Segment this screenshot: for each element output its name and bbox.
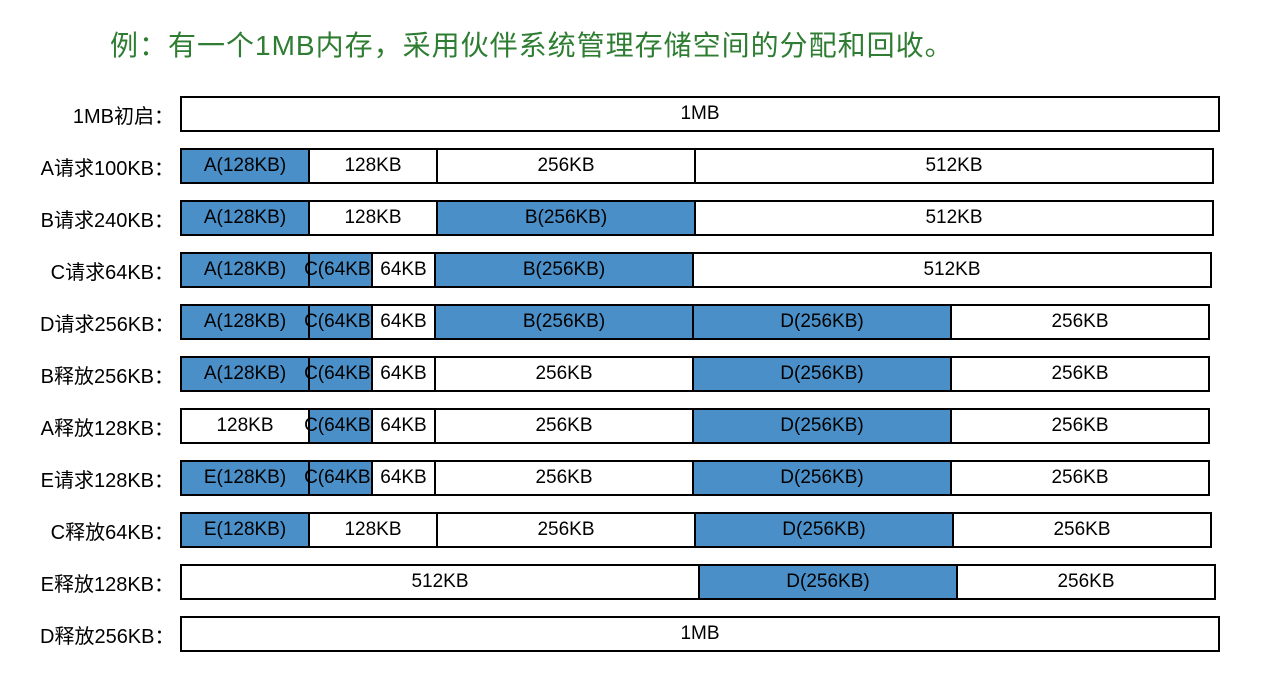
free-block: 256KB [952,512,1212,548]
allocated-block: C(64KB) [308,408,373,444]
memory-bar: A(128KB)C(64KB)64KBB(256KB)512KB [180,252,1220,288]
free-block: 64KB [371,356,436,392]
memory-state-row: E释放128KB：512KBD(256KB)256KB [40,564,1240,600]
free-block: 64KB [371,408,436,444]
allocated-block: B(256KB) [434,304,694,340]
free-block: 256KB [950,460,1210,496]
row-label: E释放128KB： [40,568,180,597]
row-label: C释放64KB： [40,516,180,545]
row-label: E请求128KB： [40,464,180,493]
free-block: 256KB [950,304,1210,340]
allocated-block: B(256KB) [434,252,694,288]
allocated-block: C(64KB) [308,252,373,288]
free-block: 1MB [180,96,1220,132]
buddy-diagram: 1MB初启：1MBA请求100KB：A(128KB)128KB256KB512K… [40,96,1240,668]
memory-bar: E(128KB)128KB256KBD(256KB)256KB [180,512,1220,548]
page-title: 例：有一个1MB内存，采用伙伴系统管理存储空间的分配和回收。 [110,24,954,64]
row-label: 1MB初启： [40,100,180,129]
memory-bar: 1MB [180,96,1220,132]
free-block: 128KB [308,512,438,548]
allocated-block: A(128KB) [180,356,310,392]
memory-bar: 512KBD(256KB)256KB [180,564,1220,600]
memory-state-row: B释放256KB：A(128KB)C(64KB)64KB256KBD(256KB… [40,356,1240,392]
memory-state-row: D请求256KB：A(128KB)C(64KB)64KBB(256KB)D(25… [40,304,1240,340]
memory-state-row: B请求240KB：A(128KB)128KBB(256KB)512KB [40,200,1240,236]
memory-bar: 128KBC(64KB)64KB256KBD(256KB)256KB [180,408,1220,444]
free-block: 256KB [956,564,1216,600]
memory-state-row: D释放256KB：1MB [40,616,1240,652]
memory-bar: A(128KB)C(64KB)64KBB(256KB)D(256KB)256KB [180,304,1220,340]
row-label: B释放256KB： [40,360,180,389]
memory-state-row: E请求128KB：E(128KB)C(64KB)64KB256KBD(256KB… [40,460,1240,496]
allocated-block: B(256KB) [436,200,696,236]
free-block: 256KB [950,356,1210,392]
free-block: 512KB [180,564,700,600]
allocated-block: A(128KB) [180,304,310,340]
row-label: B请求240KB： [40,204,180,233]
allocated-block: C(64KB) [308,460,373,496]
free-block: 1MB [180,616,1220,652]
memory-bar: A(128KB)128KBB(256KB)512KB [180,200,1220,236]
allocated-block: D(256KB) [692,356,952,392]
memory-bar: A(128KB)128KB256KB512KB [180,148,1220,184]
memory-bar: E(128KB)C(64KB)64KB256KBD(256KB)256KB [180,460,1220,496]
free-block: 512KB [692,252,1212,288]
memory-state-row: C释放64KB：E(128KB)128KB256KBD(256KB)256KB [40,512,1240,548]
allocated-block: D(256KB) [694,512,954,548]
row-label: D请求256KB： [40,308,180,337]
row-label: A释放128KB： [40,412,180,441]
allocated-block: A(128KB) [180,252,310,288]
row-label: D释放256KB： [40,620,180,649]
free-block: 256KB [950,408,1210,444]
memory-bar: 1MB [180,616,1220,652]
free-block: 64KB [371,252,436,288]
allocated-block: C(64KB) [308,356,373,392]
free-block: 512KB [694,200,1214,236]
free-block: 64KB [371,304,436,340]
allocated-block: C(64KB) [308,304,373,340]
free-block: 128KB [308,148,438,184]
free-block: 256KB [434,356,694,392]
allocated-block: A(128KB) [180,148,310,184]
memory-state-row: C请求64KB：A(128KB)C(64KB)64KBB(256KB)512KB [40,252,1240,288]
allocated-block: E(128KB) [180,460,310,496]
allocated-block: D(256KB) [692,304,952,340]
free-block: 256KB [436,148,696,184]
free-block: 512KB [694,148,1214,184]
allocated-block: A(128KB) [180,200,310,236]
free-block: 256KB [434,460,694,496]
free-block: 256KB [434,408,694,444]
memory-state-row: A释放128KB：128KBC(64KB)64KB256KBD(256KB)25… [40,408,1240,444]
allocated-block: D(256KB) [698,564,958,600]
allocated-block: D(256KB) [692,408,952,444]
free-block: 256KB [436,512,696,548]
free-block: 128KB [308,200,438,236]
allocated-block: D(256KB) [692,460,952,496]
free-block: 128KB [180,408,310,444]
allocated-block: E(128KB) [180,512,310,548]
memory-state-row: 1MB初启：1MB [40,96,1240,132]
row-label: C请求64KB： [40,256,180,285]
memory-bar: A(128KB)C(64KB)64KB256KBD(256KB)256KB [180,356,1220,392]
memory-state-row: A请求100KB：A(128KB)128KB256KB512KB [40,148,1240,184]
free-block: 64KB [371,460,436,496]
row-label: A请求100KB： [40,152,180,181]
